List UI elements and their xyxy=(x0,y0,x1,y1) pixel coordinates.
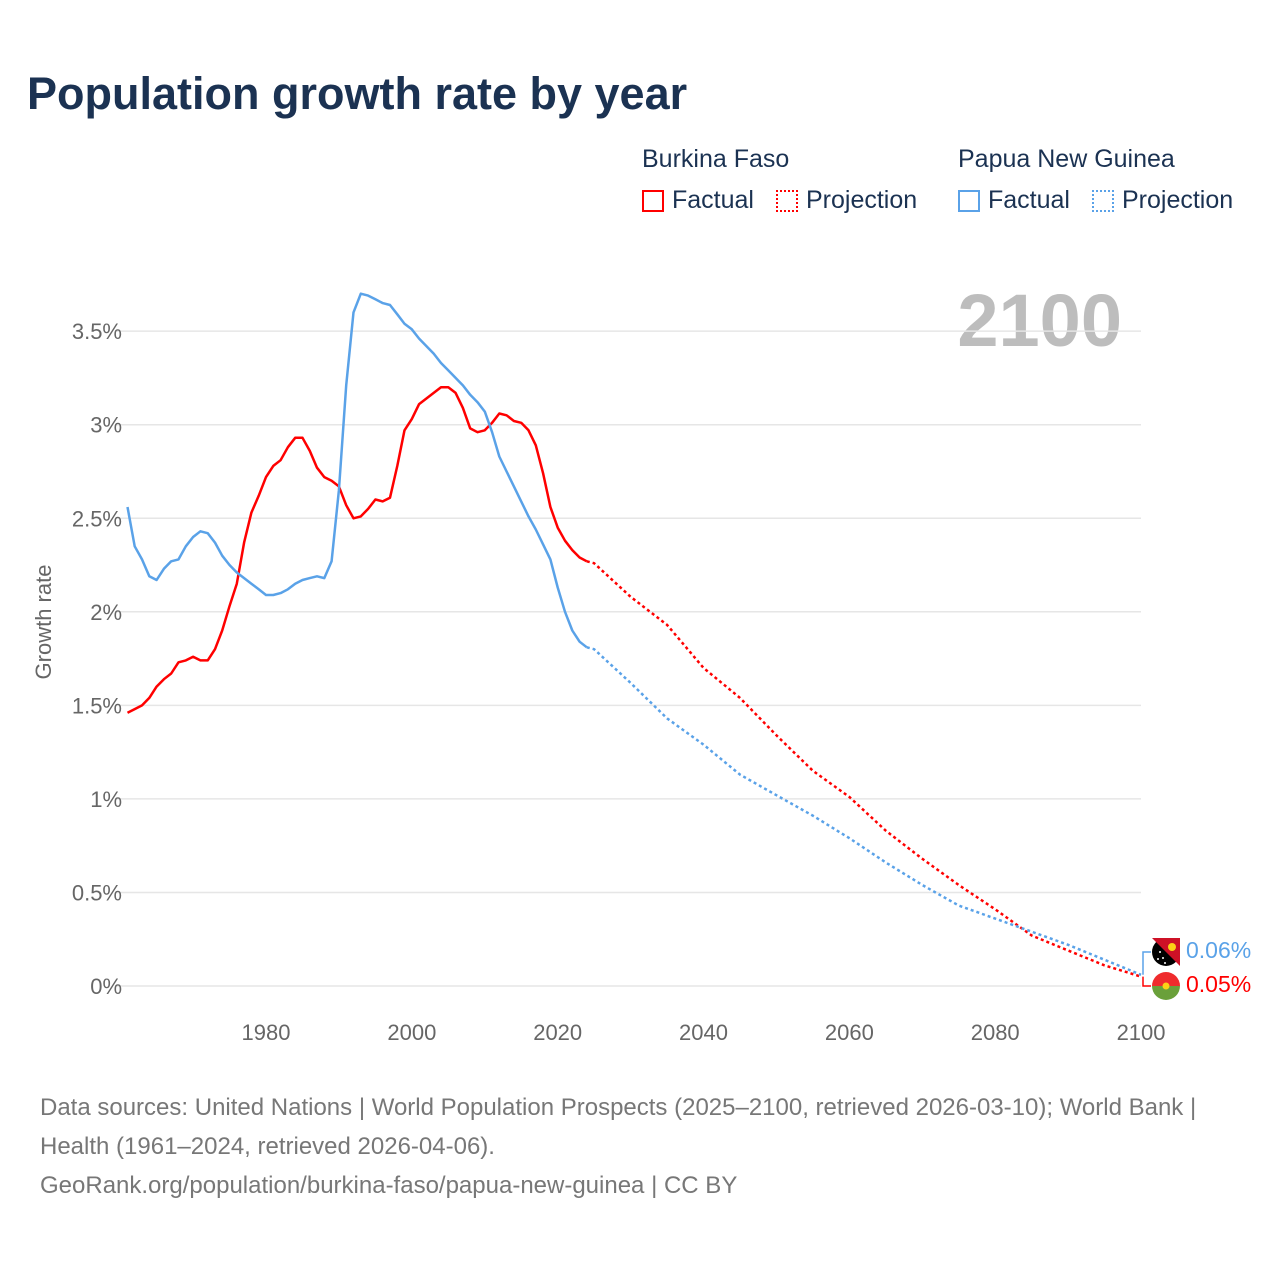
flag-part xyxy=(1159,951,1161,953)
flag-part xyxy=(1164,962,1166,964)
footer: Data sources: United Nations | World Pop… xyxy=(40,1088,1240,1205)
flag-part xyxy=(1157,958,1159,960)
x-tick-label: 2100 xyxy=(1117,1020,1166,1045)
data-sources: Data sources: United Nations | World Pop… xyxy=(40,1094,1197,1160)
legend-swatch-dotted xyxy=(776,189,798,212)
legend-label: Projection xyxy=(1122,186,1234,214)
y-tick-label: 1.5% xyxy=(72,693,122,718)
flag-part xyxy=(1152,986,1180,1000)
x-tick-label: 2080 xyxy=(971,1020,1020,1045)
y-tick-label: 3.5% xyxy=(72,319,122,344)
y-tick-label: 2.5% xyxy=(72,506,122,531)
x-tick-label: 2060 xyxy=(825,1020,874,1045)
chart-title: Population growth rate by year xyxy=(27,68,688,119)
x-tick-label: 1980 xyxy=(242,1020,291,1045)
legend-country-bf: Burkina Faso xyxy=(642,145,790,173)
source-link[interactable]: GeoRank.org/population/burkina-faso/papu… xyxy=(40,1172,738,1199)
flag-part xyxy=(1162,957,1164,959)
legend-label: Factual xyxy=(672,186,754,214)
legend-bf-projection[interactable]: Projection xyxy=(776,186,917,215)
x-tick-label: 2040 xyxy=(679,1020,728,1045)
connector-png xyxy=(1142,951,1151,975)
flag-bf-icon xyxy=(1152,972,1180,1000)
legend-png-factual[interactable]: Factual xyxy=(958,186,1070,215)
flag-png-icon xyxy=(1152,938,1180,966)
x-tick-label: 2020 xyxy=(533,1020,582,1045)
legend-label: Factual xyxy=(988,186,1070,214)
legend-bf-factual[interactable]: Factual xyxy=(642,186,754,215)
y-tick-label: 3% xyxy=(90,413,122,438)
legend-png-projection[interactable]: Projection xyxy=(1092,186,1233,215)
y-tick-label: 0.5% xyxy=(72,880,122,905)
legend-country-png: Papua New Guinea xyxy=(958,145,1175,173)
series-line-factual-0 xyxy=(126,386,588,714)
x-tick-label: 2000 xyxy=(387,1020,436,1045)
connector-bf xyxy=(1142,976,1151,987)
series-line-projection-1 xyxy=(586,646,1142,976)
series-line-projection-0 xyxy=(586,560,1142,978)
legend-swatch-solid xyxy=(958,189,980,212)
flag-part xyxy=(1152,972,1180,986)
current-year-label: 2100 xyxy=(957,279,1122,362)
y-tick-label: 2% xyxy=(90,600,122,625)
end-value-label-bf: 0.05% xyxy=(1186,971,1251,997)
flag-part xyxy=(1162,982,1170,990)
legend-swatch-dotted xyxy=(1092,189,1114,212)
legend-label: Projection xyxy=(806,186,918,214)
legend-swatch-solid xyxy=(642,189,664,212)
end-value-label-png: 0.06% xyxy=(1186,937,1251,963)
y-tick-label: 1% xyxy=(90,787,122,812)
flag-part xyxy=(1168,943,1176,951)
y-tick-label: 0% xyxy=(90,974,122,999)
series-line-factual-1 xyxy=(126,292,588,649)
